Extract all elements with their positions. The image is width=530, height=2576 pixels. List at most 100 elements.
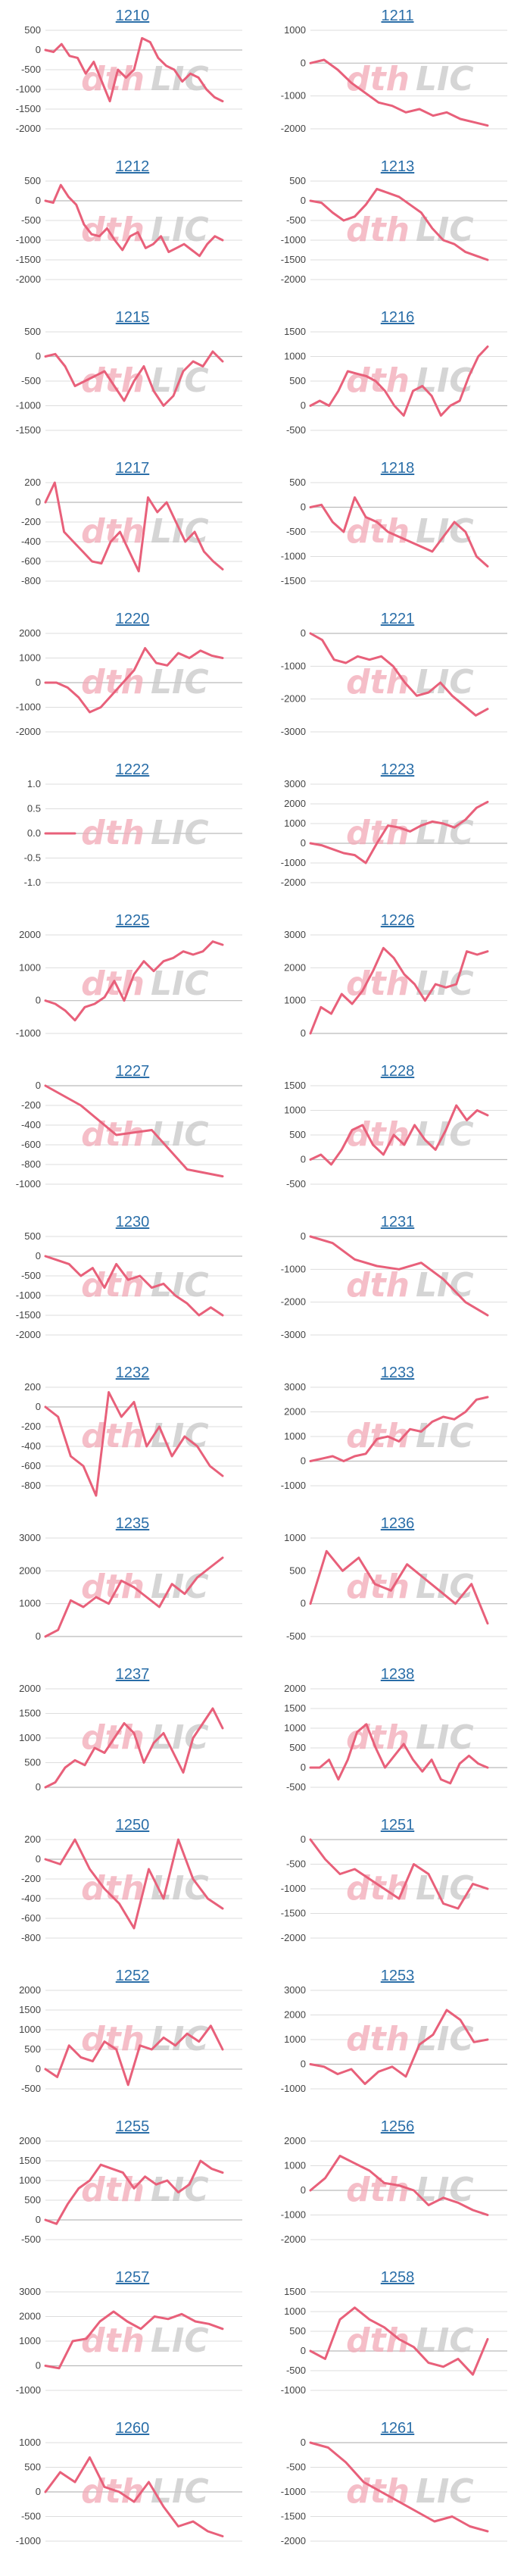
y-tick-label: -500 bbox=[286, 1178, 306, 1190]
y-tick-label: -500 bbox=[21, 2511, 41, 2522]
chart-title-link[interactable]: 1238 bbox=[380, 1666, 415, 1683]
chart-title-link[interactable]: 1237 bbox=[115, 1666, 150, 1683]
y-tick-label: 0 bbox=[36, 195, 41, 206]
y-tick-label: -1000 bbox=[16, 400, 41, 411]
y-tick-label: -500 bbox=[286, 2462, 306, 2473]
chart-title-link[interactable]: 1261 bbox=[380, 2420, 415, 2437]
y-tick-label: 1000 bbox=[284, 995, 306, 1006]
chart-title-link[interactable]: 1221 bbox=[380, 611, 415, 627]
series-line bbox=[44, 1707, 224, 1789]
chart-title-link[interactable]: 1258 bbox=[380, 2269, 415, 2286]
watermark-logo: dth LIC bbox=[346, 1417, 474, 1455]
y-tick-label: 2000 bbox=[19, 1984, 41, 1996]
y-tick-label: 3000 bbox=[284, 1984, 306, 1996]
chart-title-link[interactable]: 1211 bbox=[381, 8, 414, 24]
chart-title-link[interactable]: 1232 bbox=[115, 1365, 150, 1381]
y-tick-label: 0 bbox=[36, 2486, 41, 2497]
chart-title-link[interactable]: 1223 bbox=[380, 761, 415, 778]
chart-title-link[interactable]: 1226 bbox=[380, 912, 415, 929]
chart-title-link[interactable]: 1233 bbox=[380, 1365, 415, 1381]
y-tick-label: -800 bbox=[21, 1932, 41, 1943]
y-tick-label: 3000 bbox=[284, 1381, 306, 1393]
chart-title-link[interactable]: 1253 bbox=[380, 1968, 415, 1984]
y-tick-label: 500 bbox=[289, 2325, 306, 2337]
chart-title-link[interactable]: 1218 bbox=[380, 460, 415, 477]
chart-title-link[interactable]: 1222 bbox=[115, 761, 150, 778]
y-tick-label: 0 bbox=[36, 1250, 41, 1261]
y-tick-label: -0.5 bbox=[24, 852, 41, 864]
chart-panel: 1500 1000 500 0 -500 -1000 dth LIC 1258 bbox=[265, 2262, 530, 2412]
chart-panel: 3000 2000 1000 0 dth LIC 1235 bbox=[0, 1508, 265, 1658]
chart-title-link[interactable]: 1252 bbox=[115, 1968, 150, 1984]
y-tick-label: 1000 bbox=[284, 1722, 306, 1733]
chart-title-link[interactable]: 1236 bbox=[380, 1515, 415, 1532]
y-tick-label: -1000 bbox=[16, 83, 41, 95]
chart-title-link[interactable]: 1231 bbox=[380, 1214, 415, 1230]
y-tick-label: 0 bbox=[301, 195, 306, 206]
watermark-left-text: dth bbox=[346, 1417, 410, 1455]
watermark-right-text: LIC bbox=[151, 211, 209, 249]
y-tick-label: -200 bbox=[21, 1099, 41, 1111]
chart-title-link[interactable]: 1235 bbox=[115, 1515, 150, 1532]
y-tick-label: 2000 bbox=[19, 2135, 41, 2146]
y-tick-label: -500 bbox=[21, 1270, 41, 1281]
chart-title-link[interactable]: 1220 bbox=[115, 611, 150, 627]
y-tick-label: 500 bbox=[24, 2043, 41, 2055]
y-tick-label: -500 bbox=[286, 1859, 306, 1870]
chart-title-link[interactable]: 1212 bbox=[115, 158, 150, 175]
watermark-logo: dth LIC bbox=[81, 2020, 209, 2059]
chart-title-link[interactable]: 1260 bbox=[115, 2420, 150, 2437]
y-tick-label: 0 bbox=[301, 1230, 306, 1242]
y-tick-label: -3000 bbox=[281, 1329, 306, 1340]
chart-panel: 0 -1000 -2000 -3000 dth LIC 1231 bbox=[265, 1206, 530, 1357]
y-tick-label: 1000 bbox=[284, 1532, 306, 1543]
watermark-logo: dth LIC bbox=[81, 211, 209, 249]
chart-panel: 500 0 -500 -1000 -1500 dth LIC 1215 bbox=[0, 302, 265, 452]
chart-title-link[interactable]: 1216 bbox=[380, 309, 415, 326]
watermark-right-text: LIC bbox=[416, 663, 474, 702]
chart-title-link[interactable]: 1251 bbox=[380, 1817, 415, 1834]
y-tick-label: -1000 bbox=[281, 2209, 306, 2221]
watermark-left-text: dth bbox=[346, 2020, 410, 2059]
y-tick-label: 1500 bbox=[284, 2286, 306, 2297]
y-tick-label: 2000 bbox=[284, 1683, 306, 1694]
chart-title-link[interactable]: 1210 bbox=[115, 8, 150, 24]
chart-panel: 2000 1500 1000 500 0 -500 dth LIC 1238 bbox=[265, 1658, 530, 1809]
watermark-left-text: dth bbox=[81, 2321, 145, 2360]
series-line bbox=[309, 496, 489, 567]
chart-title-link[interactable]: 1230 bbox=[115, 1214, 150, 1230]
line-chart: 3000 2000 1000 0 -1000 dth LIC bbox=[16, 2286, 242, 2396]
y-tick-label: 200 bbox=[24, 1381, 41, 1393]
series-line bbox=[44, 183, 224, 258]
y-tick-label: 500 bbox=[24, 2462, 41, 2473]
watermark-logo: dth LIC bbox=[81, 814, 209, 852]
watermark-logo: dth LIC bbox=[346, 2171, 474, 2209]
watermark-right-text: LIC bbox=[151, 2472, 209, 2511]
y-tick-label: 500 bbox=[24, 1757, 41, 1768]
y-tick-label: 1000 bbox=[284, 2160, 306, 2171]
chart-title-link[interactable]: 1215 bbox=[115, 309, 150, 326]
watermark-left-text: dth bbox=[81, 1115, 145, 1154]
watermark-logo: dth LIC bbox=[346, 1869, 474, 1908]
chart-title-link[interactable]: 1217 bbox=[115, 460, 150, 477]
watermark-logo: dth LIC bbox=[346, 2472, 474, 2511]
y-tick-label: -1000 bbox=[281, 90, 306, 102]
chart-title-link[interactable]: 1257 bbox=[115, 2269, 150, 2286]
chart-title-link[interactable]: 1250 bbox=[115, 1817, 150, 1834]
chart-title-link[interactable]: 1256 bbox=[380, 2118, 415, 2135]
y-tick-label: -400 bbox=[21, 536, 41, 547]
y-tick-label: -500 bbox=[21, 375, 41, 386]
chart-title-link[interactable]: 1225 bbox=[115, 912, 150, 929]
line-chart: 0 -1000 -2000 -3000 dth LIC bbox=[281, 1230, 507, 1340]
y-tick-label: 0 bbox=[36, 1781, 41, 1793]
chart-title-link[interactable]: 1255 bbox=[115, 2118, 150, 2135]
chart-title-link[interactable]: 1213 bbox=[380, 158, 415, 175]
chart-title-link[interactable]: 1227 bbox=[115, 1063, 150, 1080]
y-tick-label: -1500 bbox=[281, 1908, 306, 1919]
y-tick-label: 0 bbox=[301, 2184, 306, 2196]
chart-title-link[interactable]: 1228 bbox=[380, 1063, 415, 1080]
